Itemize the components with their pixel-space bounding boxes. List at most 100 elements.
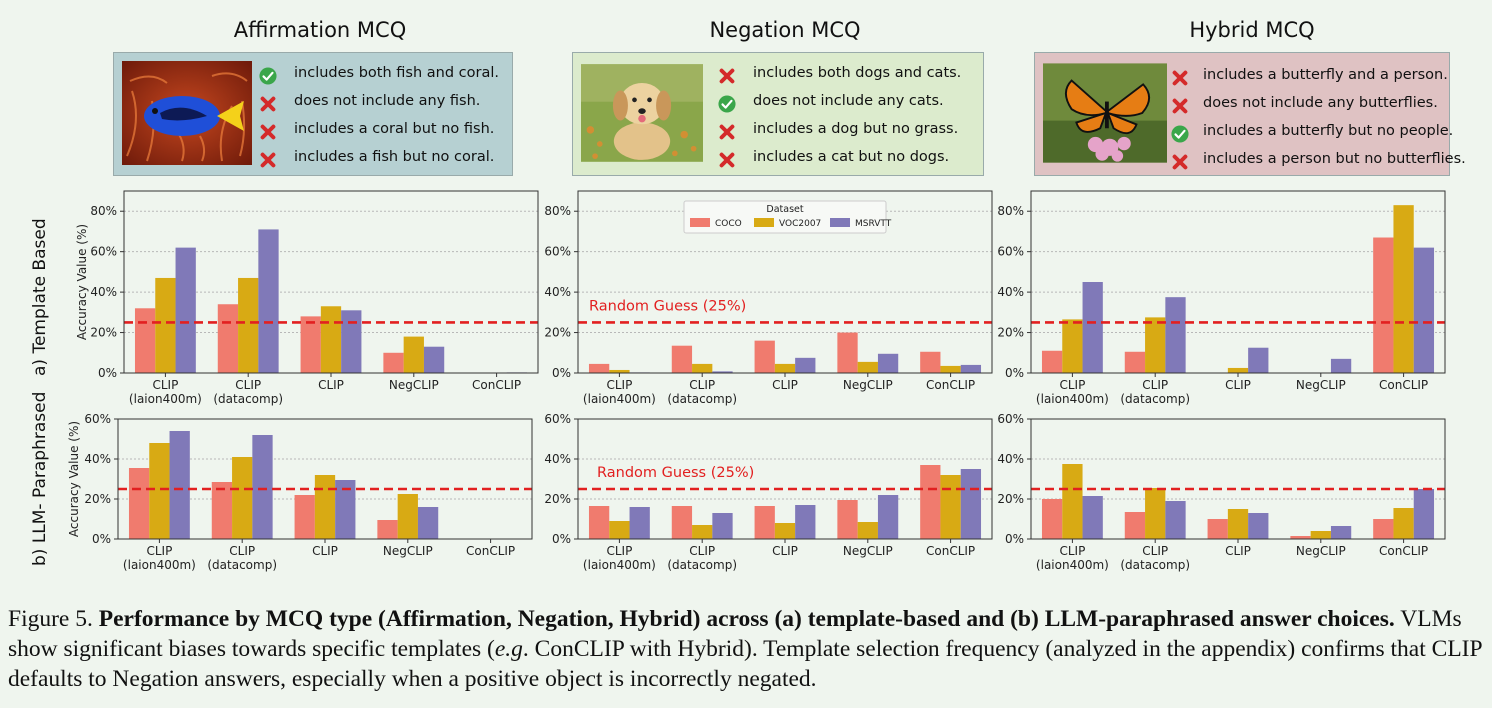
- bar-coco: [1207, 519, 1228, 539]
- y-axis-label: Accuracy Value (%): [75, 224, 89, 340]
- x-tick-label: CLIP: [1225, 378, 1251, 392]
- option-text: includes a butterfly but no people.: [1203, 123, 1454, 139]
- x-tick-label: CLIP (datacomp): [207, 544, 277, 572]
- y-tick-label: 60%: [997, 245, 1024, 259]
- bar-voc2007: [314, 475, 336, 539]
- check-icon: [259, 67, 277, 85]
- bar-msrvtt: [960, 469, 982, 539]
- legend: Dataset COCO VOC2007 MSRVTT: [683, 200, 892, 234]
- option-text: does not include any cats.: [753, 93, 944, 109]
- caption-eg: e.g: [494, 636, 523, 662]
- bar-coco: [1041, 350, 1063, 373]
- bar-msrvtt: [341, 310, 362, 373]
- x-tick-label: NegCLIP: [389, 378, 439, 392]
- bar-msrvtt: [960, 364, 982, 373]
- bar-voc2007: [149, 443, 170, 539]
- y-tick-label: 40%: [544, 452, 571, 466]
- bar-voc2007: [1310, 531, 1331, 539]
- bar-voc2007: [940, 365, 961, 373]
- x-tick-label: NegCLIP: [1296, 544, 1346, 558]
- x-tick-label: CLIP (datacomp): [667, 544, 737, 572]
- check-icon: [718, 95, 736, 113]
- caption-rest-1: VLMs show significant biases towards spe…: [8, 606, 1462, 662]
- bar-msrvtt: [1413, 247, 1435, 373]
- bar-msrvtt: [877, 495, 899, 539]
- y-tick-label: 40%: [544, 285, 571, 299]
- bar-msrvtt: [795, 505, 816, 539]
- caption-bold: Performance by MCQ type (Affirmation, Ne…: [98, 606, 1395, 632]
- bar-voc2007: [1062, 464, 1083, 539]
- x-tick-label: NegCLIP: [383, 544, 433, 558]
- legend-entry: MSRVTT: [855, 219, 892, 229]
- x-tick-label: NegCLIP: [843, 378, 893, 392]
- bar-coco: [294, 495, 315, 539]
- legend-swatch: [830, 218, 850, 227]
- y-tick-label: 0%: [552, 532, 571, 546]
- bar-coco: [1124, 512, 1146, 539]
- x-tick-label: ConCLIP: [1379, 378, 1428, 392]
- x-tick-label: CLIP (datacomp): [1120, 378, 1190, 406]
- cross-icon: [1172, 98, 1188, 114]
- x-tick-label: CLIP: [772, 378, 798, 392]
- title-negation: Negation MCQ: [709, 18, 861, 42]
- x-tick-label: CLIP (datacomp): [213, 378, 283, 406]
- bar-coco: [1124, 351, 1146, 373]
- bar-coco: [134, 308, 156, 373]
- legend-entry: COCO: [715, 219, 742, 229]
- x-tick-label: ConCLIP: [472, 378, 521, 392]
- dog-image: [581, 64, 703, 162]
- x-tick-label: CLIP (laion400m): [1036, 544, 1109, 572]
- x-tick-label: CLIP (laion400m): [583, 378, 656, 406]
- plot-frame: [577, 190, 993, 374]
- chart-llm-negation: 0% 20% 40% 60% CLIP (laion400m) CLIP (datacomp)…: [544, 412, 993, 572]
- affirmation-example-box: includes both fish and coral. does not i…: [113, 52, 513, 176]
- bar-msrvtt: [1330, 358, 1352, 373]
- bar-coco: [671, 345, 693, 373]
- bar-msrvtt: [175, 247, 196, 373]
- plot-frame: [123, 190, 539, 374]
- x-tick-label: CLIP (laion400m): [583, 544, 656, 572]
- hybrid-example-box: includes a butterfly and a person. does …: [1034, 52, 1466, 176]
- cross-icon: [719, 68, 735, 84]
- bar-coco: [671, 506, 693, 539]
- y-tick-label: 20%: [84, 492, 111, 506]
- y-tick-label: 20%: [90, 326, 117, 340]
- bar-msrvtt: [629, 507, 650, 539]
- bar-msrvtt: [712, 513, 733, 539]
- x-tick-label: CLIP: [318, 378, 344, 392]
- y-tick-label: 20%: [997, 492, 1024, 506]
- bar-coco: [300, 316, 321, 373]
- bar-voc2007: [403, 336, 424, 373]
- bar-msrvtt: [1330, 526, 1352, 539]
- legend-entry: VOC2007: [779, 219, 821, 229]
- x-tick-label: CLIP (datacomp): [1120, 544, 1190, 572]
- option-text: includes a fish but no coral.: [294, 149, 495, 165]
- y-axis-label: Accuracy Value (%): [67, 421, 81, 537]
- x-tick-label: ConCLIP: [1379, 544, 1428, 558]
- bar-coco: [1041, 499, 1063, 539]
- x-tick-label: CLIP (laion400m): [129, 378, 202, 406]
- bar-voc2007: [857, 361, 878, 373]
- chart-template-affirmation: 0% 20% 40% 60% 80%Accuracy Value (%) CLIP (lai…: [75, 190, 539, 406]
- plot-frame: [577, 418, 993, 540]
- x-tick-label: ConCLIP: [926, 378, 975, 392]
- y-tick-label: 40%: [997, 452, 1024, 466]
- bar-coco: [1373, 519, 1394, 539]
- bar-coco: [1290, 536, 1311, 539]
- bar-voc2007: [320, 306, 342, 373]
- legend-swatch: [754, 218, 774, 227]
- option-text: includes a cat but no dogs.: [753, 149, 950, 165]
- y-tick-label: 40%: [84, 452, 111, 466]
- y-tick-label: 40%: [997, 285, 1024, 299]
- bar-voc2007: [940, 475, 961, 539]
- title-affirmation: Affirmation MCQ: [233, 18, 407, 42]
- bar-coco: [754, 506, 775, 539]
- option-text: includes a dog but no grass.: [753, 121, 959, 137]
- bar-msrvtt: [795, 357, 816, 373]
- y-tick-label: 0%: [1005, 366, 1024, 380]
- x-tick-label: CLIP: [312, 544, 338, 558]
- chart-template-hybrid: 0% 20% 40% 60% 80% CLIP (laion400m) CLIP (dataco…: [997, 190, 1446, 406]
- x-tick-label: ConCLIP: [926, 544, 975, 558]
- chart-template-negation: 0% 20% 40% 60% 80% CLIP (laion400m) CLIP (dataco…: [544, 190, 993, 406]
- bar-coco: [377, 520, 398, 539]
